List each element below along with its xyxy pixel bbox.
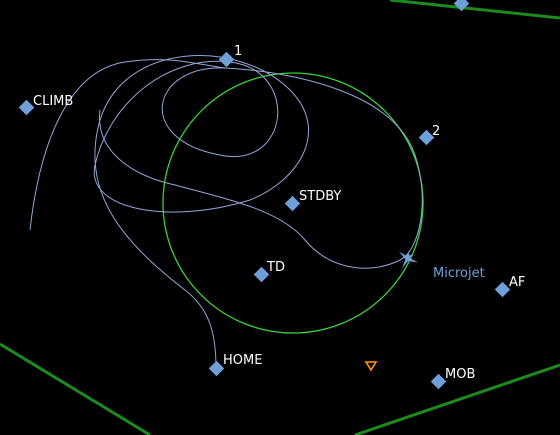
diamond-waypoint-icon[interactable] bbox=[218, 51, 235, 68]
waypoint-label: AF bbox=[509, 275, 525, 290]
waypoint-label: 1 bbox=[234, 44, 242, 59]
waypoint-label: HOME bbox=[223, 353, 262, 368]
waypoint-td[interactable]: TD bbox=[253, 260, 285, 283]
target-triangle-icon[interactable] bbox=[364, 361, 378, 372]
diamond-waypoint-icon[interactable] bbox=[208, 360, 225, 377]
waypoint-1[interactable]: 1 bbox=[218, 44, 243, 68]
diamond-waypoint-icon[interactable] bbox=[18, 99, 35, 116]
flight-track-tail bbox=[29, 59, 226, 231]
diamond-waypoint-icon[interactable] bbox=[284, 195, 301, 212]
diamond-waypoint-icon[interactable] bbox=[430, 373, 447, 390]
waypoint-mob[interactable]: MOB bbox=[430, 367, 476, 390]
waypoint-label: 2 bbox=[432, 124, 440, 139]
diamond-waypoint-icon[interactable] bbox=[418, 129, 435, 146]
boundary-right bbox=[354, 363, 560, 435]
waypoint-af[interactable]: AF bbox=[494, 275, 526, 298]
waypoint-label: TD bbox=[266, 260, 285, 275]
aircraft-label: Microjet bbox=[433, 266, 485, 281]
boundary-top bbox=[389, 0, 560, 20]
waypoint-climb[interactable]: CLIMB bbox=[18, 94, 74, 116]
waypoint-label: STDBY bbox=[299, 189, 341, 204]
flight-track bbox=[93, 55, 423, 369]
standby-circle bbox=[162, 72, 424, 334]
waypoint-label: CLIMB bbox=[33, 94, 73, 109]
waypoint-home[interactable]: HOME bbox=[208, 353, 263, 377]
diamond-waypoint-icon[interactable] bbox=[494, 281, 511, 298]
waypoint-2[interactable]: 2 bbox=[418, 124, 441, 146]
aircraft-microjet[interactable]: Microjet bbox=[392, 247, 485, 281]
waypoint-label: MOB bbox=[445, 367, 475, 382]
waypoint-stdby[interactable]: STDBY bbox=[284, 189, 342, 212]
aircraft-icon[interactable] bbox=[392, 247, 420, 274]
boundary-left bbox=[0, 342, 151, 435]
